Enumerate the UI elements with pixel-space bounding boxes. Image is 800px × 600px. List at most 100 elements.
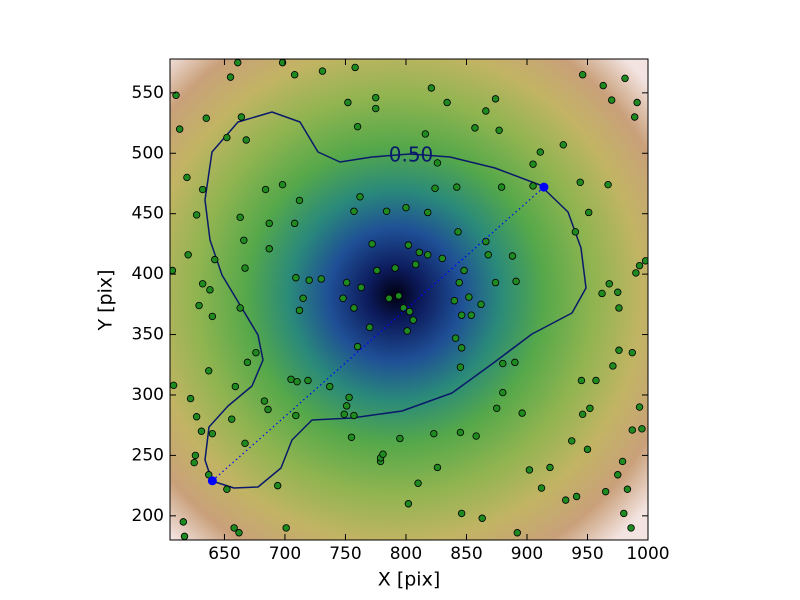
scatter-point: [546, 463, 554, 472]
scatter-point: [186, 394, 195, 403]
scatter-point: [252, 348, 260, 357]
scatter-point: [172, 91, 180, 99]
scatter-point: [529, 182, 537, 190]
scatter-point: [571, 228, 580, 236]
scatter-point: [202, 114, 211, 122]
scatter-point: [353, 342, 362, 351]
scatter-point: [572, 492, 581, 501]
scatter-point: [274, 481, 282, 490]
scatter-point: [578, 410, 587, 419]
scatter-point: [304, 376, 312, 385]
scatter-point: [592, 376, 600, 385]
y-tick-label: 400: [132, 264, 164, 284]
scatter-point: [512, 277, 520, 286]
scatter-point: [228, 415, 236, 423]
scatter-point: [206, 286, 214, 294]
scatter-point: [404, 241, 413, 249]
scatter-point: [290, 219, 299, 228]
scatter-point: [614, 288, 622, 296]
scatter-point: [356, 193, 364, 201]
y-tick-label: 500: [132, 143, 164, 163]
scatter-point: [568, 437, 576, 445]
density-map: [170, 59, 648, 540]
scatter-point: [404, 500, 413, 508]
scatter-point: [237, 113, 246, 121]
line-endpoint: [539, 182, 549, 192]
plot-area: [170, 59, 648, 540]
scatter-point: [615, 304, 623, 312]
scatter-point: [350, 411, 358, 420]
scatter-point: [409, 316, 417, 324]
scatter-point: [605, 280, 613, 288]
y-axis-label: Y [pix]: [95, 269, 117, 331]
scatter-point: [223, 133, 231, 142]
scatter-point: [205, 471, 213, 479]
scatter-point: [585, 208, 593, 217]
scatter-point: [427, 84, 436, 92]
scatter-point: [478, 514, 486, 522]
scatter-point: [241, 439, 249, 448]
x-tick-label: 800: [390, 544, 422, 564]
scatter-point: [491, 95, 500, 103]
scatter-point: [350, 207, 358, 215]
scatter-point: [635, 261, 644, 270]
scatter-point: [577, 376, 586, 385]
scatter-point: [282, 524, 290, 532]
scatter-point: [433, 463, 442, 472]
scatter-point: [484, 251, 492, 259]
scatter-point: [465, 293, 473, 301]
scatter-point: [242, 136, 250, 144]
x-tick-label: 750: [329, 544, 361, 564]
scatter-point: [403, 327, 411, 335]
scatter-point: [236, 304, 244, 312]
scatter-point: [460, 266, 468, 275]
scatter-point: [499, 359, 507, 368]
scatter-point: [518, 409, 526, 417]
x-tick-label: 850: [450, 544, 482, 564]
scatter-point: [353, 122, 362, 131]
scatter-point: [345, 393, 353, 402]
scatter-point: [293, 377, 301, 386]
scatter-point: [414, 479, 422, 487]
y-tick-label: 200: [132, 506, 164, 526]
scatter-point: [618, 457, 627, 466]
scatter-point: [453, 183, 461, 191]
scatter-point: [192, 413, 201, 421]
scatter-point: [607, 96, 616, 104]
scatter-point: [443, 98, 451, 107]
scatter-point: [191, 451, 200, 460]
scatter-point: [576, 178, 584, 186]
scatter-point: [230, 524, 238, 532]
scatter-point: [583, 445, 592, 454]
scatter-point: [438, 254, 446, 263]
scatter-point: [260, 397, 269, 405]
scatter-point: [223, 485, 231, 493]
scatter-point: [184, 251, 192, 259]
scatter-point: [472, 432, 480, 440]
x-tick-label: 900: [511, 544, 543, 564]
scatter-point: [536, 148, 544, 156]
scatter-point: [347, 433, 356, 441]
scatter-point: [482, 107, 490, 115]
y-tick-label: 300: [132, 385, 164, 405]
scatter-point: [382, 207, 391, 215]
scatter-point: [457, 311, 466, 319]
scatter-point: [295, 196, 304, 205]
y-tick-label: 450: [132, 204, 164, 224]
scatter-point: [477, 300, 485, 309]
scatter-point: [635, 403, 644, 411]
scatter-point: [628, 426, 636, 434]
x-tick-label: 700: [269, 544, 301, 564]
scatter-point: [396, 434, 404, 443]
scatter-point: [342, 278, 351, 287]
scatter-point: [278, 180, 287, 189]
scatter-point: [261, 185, 270, 194]
scatter-point: [240, 236, 248, 244]
scatter-point: [365, 323, 374, 331]
scatter-point: [379, 450, 387, 458]
scatter-point: [170, 381, 178, 390]
scatter-point: [236, 213, 244, 222]
scatter-point: [405, 307, 414, 316]
scatter-point: [623, 485, 632, 493]
